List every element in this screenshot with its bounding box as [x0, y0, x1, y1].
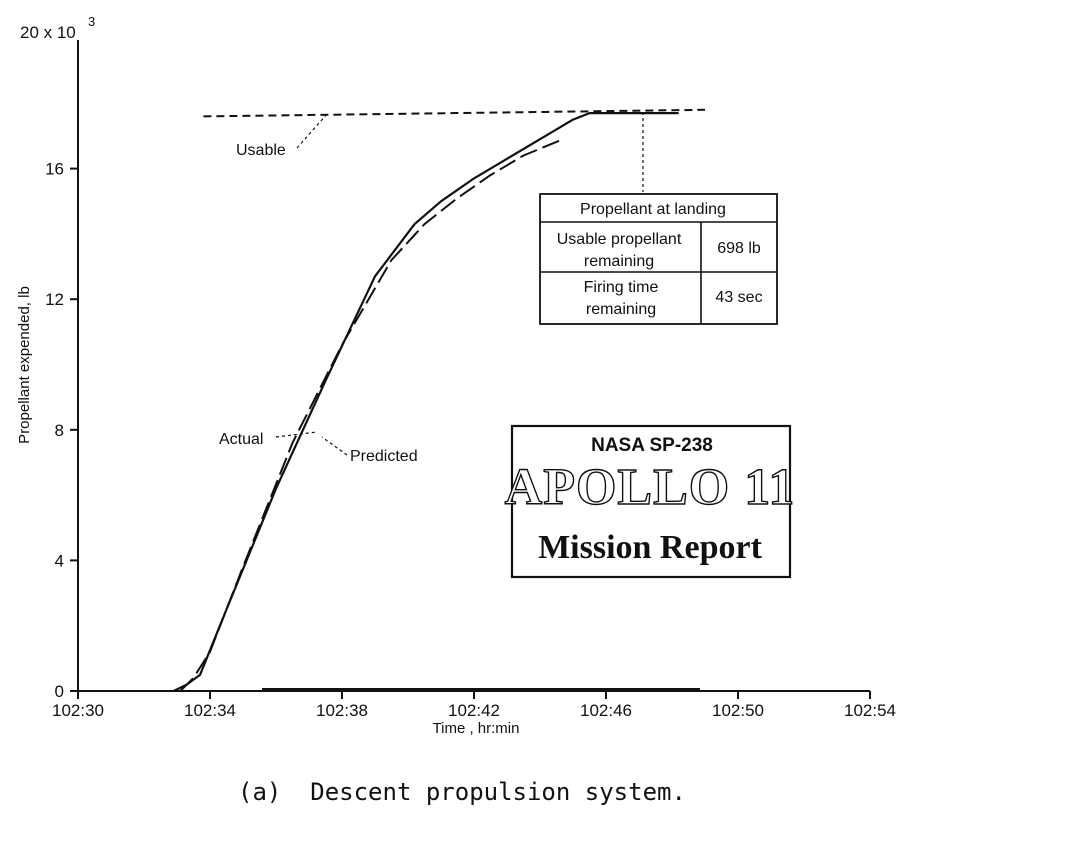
series-predicted-line — [179, 138, 564, 692]
series-usable-line — [203, 108, 706, 118]
x-tick-label: 102:34 — [184, 701, 236, 720]
x-tick-label: 102:30 — [52, 701, 104, 720]
table-row2-value: 43 sec — [715, 289, 762, 306]
y-multiplier-label: 20 x 10 — [20, 23, 76, 42]
table-row1-value: 698 lb — [717, 240, 761, 257]
x-tick-label: 102:42 — [448, 701, 500, 720]
stamp-line2: APOLLO 11 — [505, 459, 796, 516]
y-tick-label: 16 — [45, 160, 64, 179]
table-title: Propellant at landing — [580, 201, 726, 218]
stamp-line1: NASA SP-238 — [591, 435, 713, 456]
table-row1-label1: Usable propellant — [557, 231, 682, 248]
table-row2-label1: Firing time — [584, 279, 659, 296]
landing-table: Propellant at landing Usable propellant … — [539, 193, 778, 325]
y-axis-title: Propellant expended, lb — [16, 286, 33, 444]
x-tick-label: 102:46 — [580, 701, 632, 720]
annotation-predicted: Predicted — [350, 448, 418, 465]
mission-report-stamp: NASA SP-238 APOLLO 11 Mission Report — [504, 424, 796, 579]
series-group — [173, 108, 706, 692]
y-tick-label: 4 — [55, 551, 64, 570]
annotation-usable: Usable — [236, 142, 286, 159]
stamp-line3: Mission Report — [538, 529, 763, 566]
y-tick-label: 8 — [55, 421, 64, 440]
x-ticks: 102:30 102:34 102:38 102:42 102:46 102:50 102:… — [52, 691, 896, 720]
leader-predicted — [321, 436, 348, 456]
y-tick-label: 0 — [55, 682, 64, 701]
annotation-actual: Actual — [219, 431, 263, 448]
x-tick-label: 102:38 — [316, 701, 368, 720]
table-row1-label2: remaining — [584, 253, 654, 270]
figure-caption: (a) Descent propulsion system. — [238, 778, 686, 806]
x-tick-label: 102:54 — [844, 701, 896, 720]
leader-actual — [275, 431, 318, 438]
y-multiplier-exponent: 3 — [88, 14, 95, 29]
y-ticks: 0 4 8 12 16 — [45, 160, 78, 701]
x-tick-label: 102:50 — [712, 701, 764, 720]
table-row2-label2: remaining — [586, 301, 656, 318]
y-tick-label: 12 — [45, 290, 64, 309]
leader-usable — [296, 113, 328, 149]
x-axis-title: Time , hr:min — [433, 720, 520, 737]
